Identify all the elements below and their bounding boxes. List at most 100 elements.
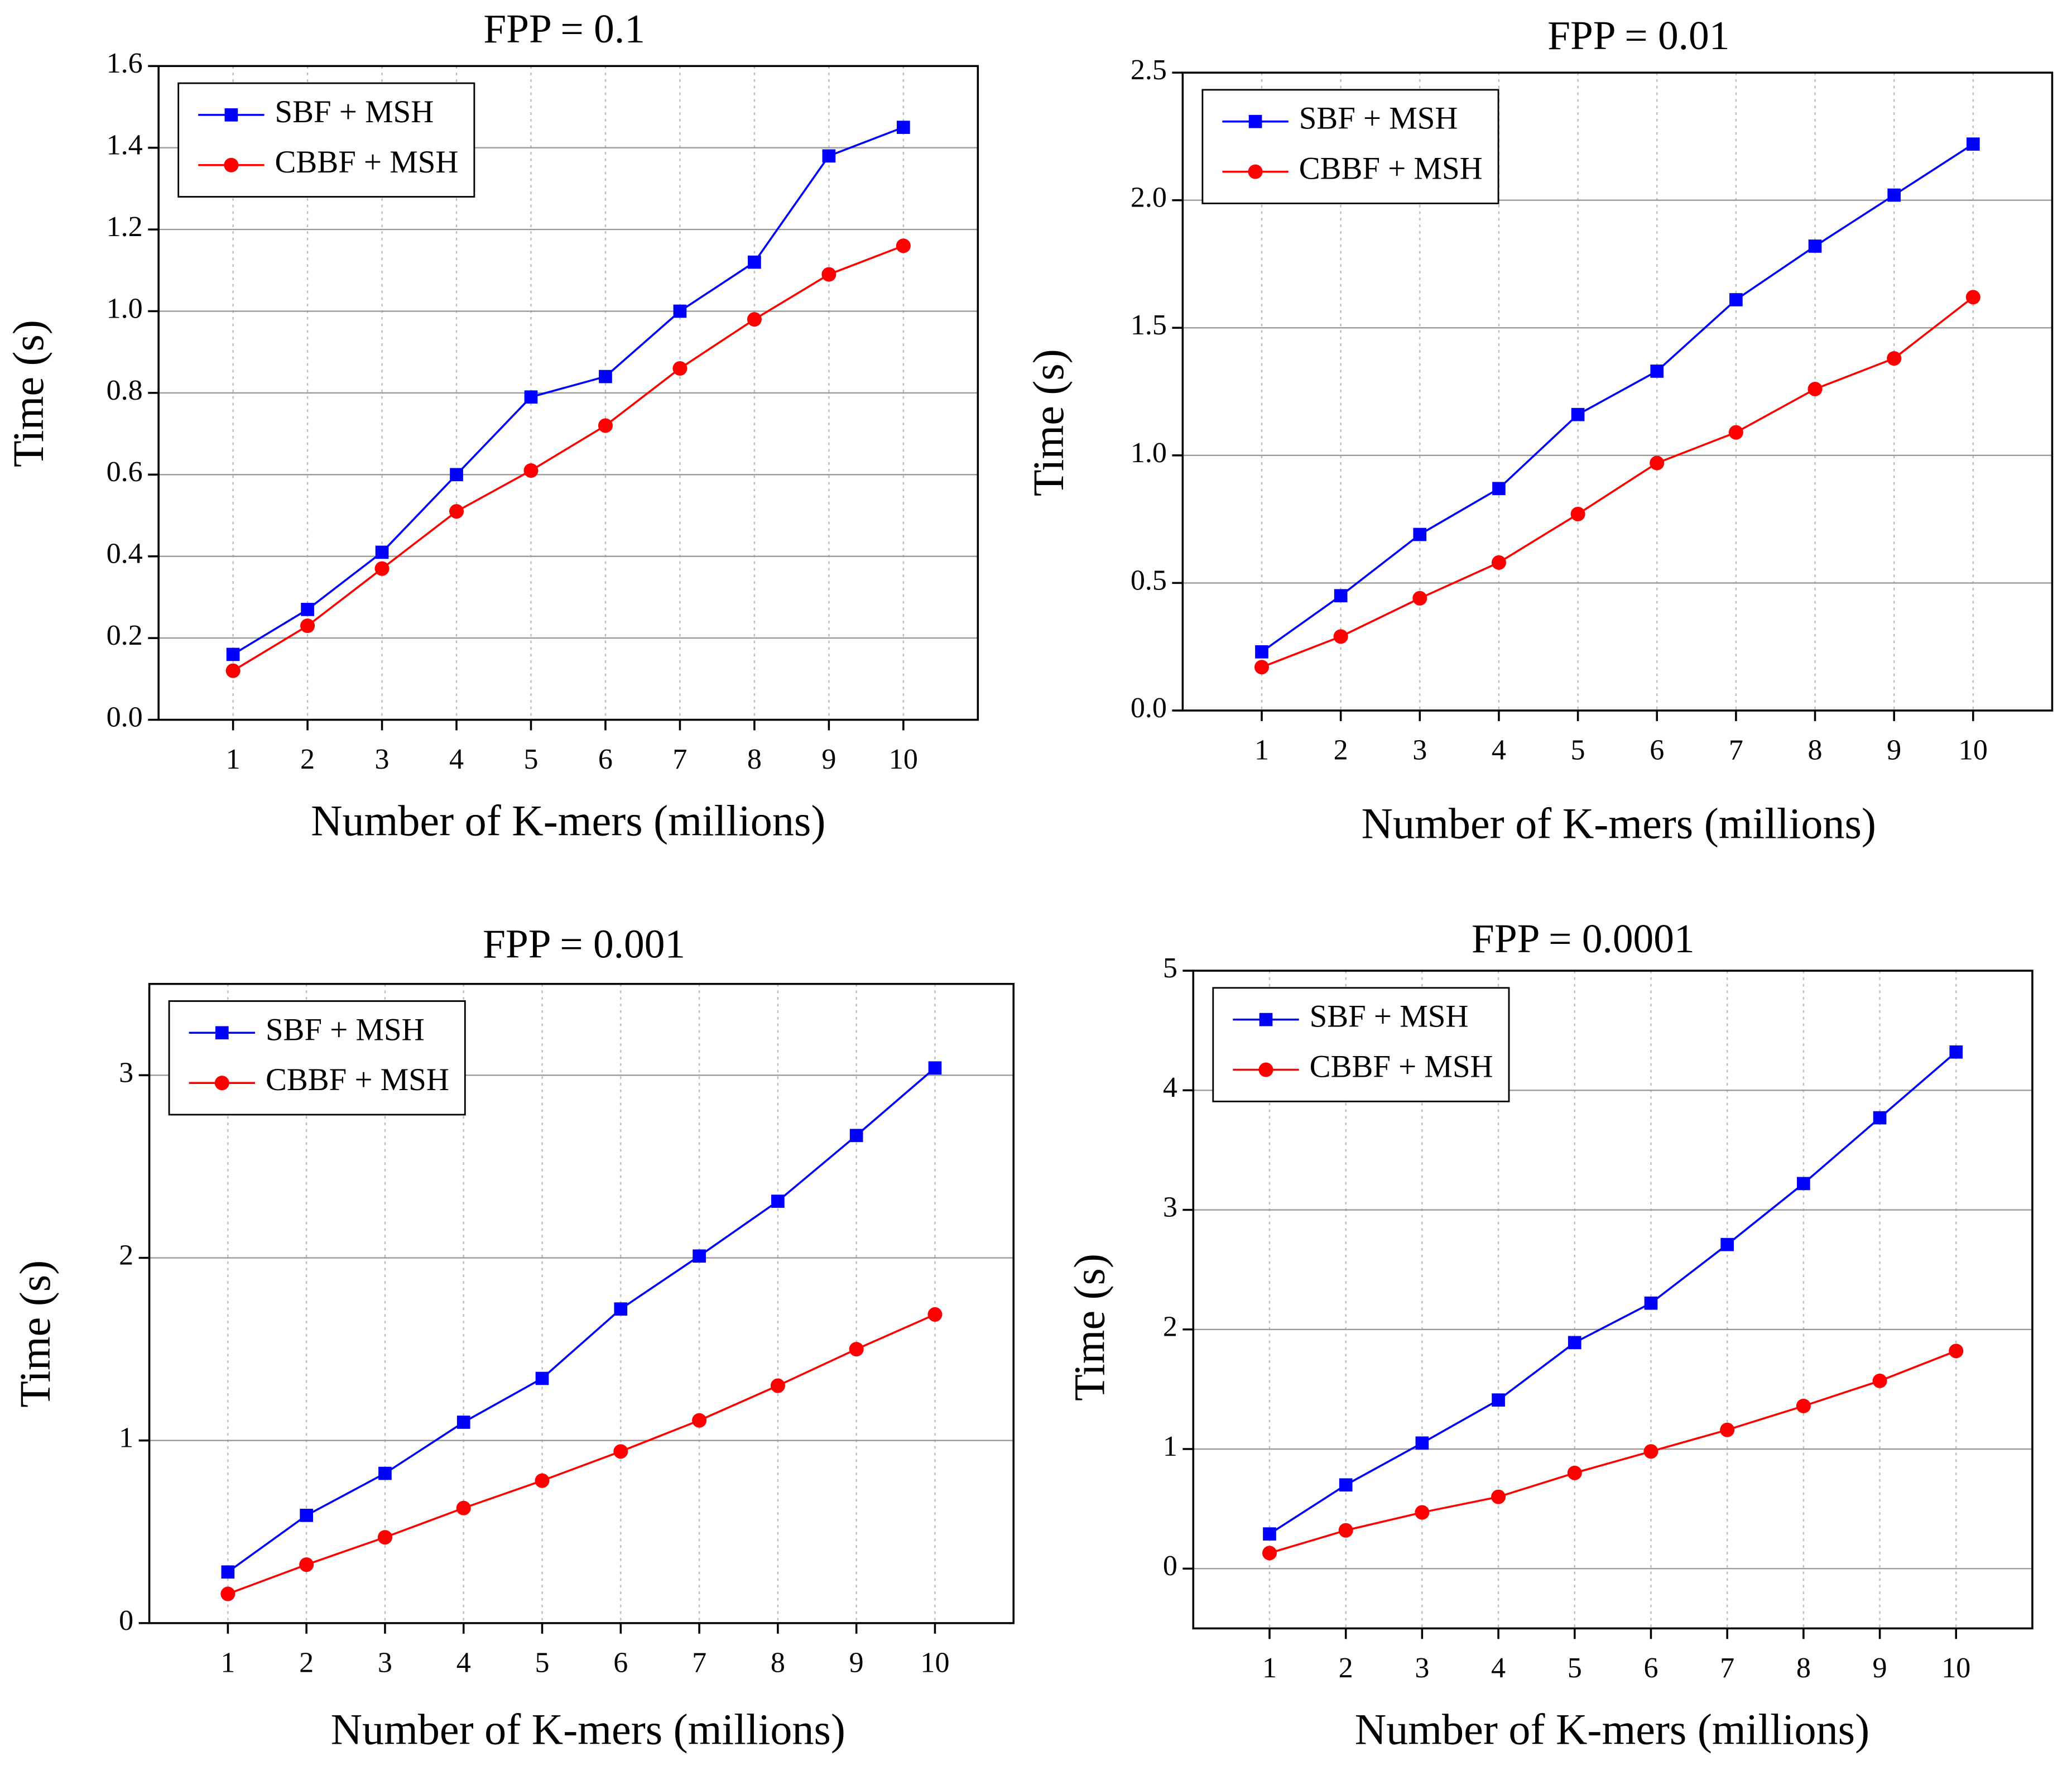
x-tick-label: 9 — [1887, 735, 1901, 766]
data-point — [822, 149, 836, 163]
y-tick-label: 4 — [1163, 1072, 1177, 1104]
x-tick-label: 6 — [598, 743, 613, 775]
legend-marker — [1248, 164, 1263, 179]
x-tick-label: 8 — [771, 1647, 785, 1679]
x-axis-label: Number of K-mers (millions) — [311, 797, 825, 845]
y-tick-label: 0.2 — [107, 620, 143, 651]
y-tick-label: 1 — [119, 1422, 133, 1454]
data-point — [928, 1061, 942, 1075]
y-tick-label: 5 — [1163, 952, 1177, 984]
data-point — [524, 390, 538, 404]
data-point — [1949, 1045, 1963, 1059]
data-point — [1415, 1436, 1429, 1450]
legend-label: CBBF + MSH — [266, 1062, 449, 1097]
data-point — [821, 267, 837, 282]
legend-label: CBBF + MSH — [1310, 1049, 1493, 1085]
x-tick-label: 4 — [449, 743, 464, 775]
data-point — [1808, 239, 1822, 253]
data-point — [1568, 1336, 1581, 1350]
legend-label: CBBF + MSH — [275, 145, 459, 180]
y-tick-label: 1.0 — [107, 292, 143, 324]
y-tick-label: 0 — [119, 1605, 133, 1637]
data-point — [692, 1413, 707, 1428]
data-point — [377, 1530, 392, 1545]
legend-label: CBBF + MSH — [1299, 151, 1483, 186]
y-tick-label: 3 — [119, 1057, 133, 1088]
data-point — [300, 1509, 313, 1522]
x-tick-label: 1 — [226, 743, 241, 775]
legend-marker — [1259, 1013, 1273, 1026]
data-point — [301, 603, 314, 616]
data-point — [747, 312, 762, 327]
data-point — [1339, 1478, 1353, 1492]
data-point — [1729, 293, 1743, 306]
legend-marker — [224, 108, 238, 122]
legend-box — [1212, 987, 1510, 1102]
data-point — [673, 304, 687, 318]
legend-box — [168, 1000, 466, 1116]
legend-box — [1201, 89, 1499, 204]
legend-marker — [224, 157, 239, 172]
y-tick-label: 0.5 — [1131, 564, 1167, 596]
data-point — [1966, 137, 1980, 151]
y-tick-label: 0.4 — [107, 538, 143, 570]
data-point — [1333, 629, 1348, 644]
y-tick-label: 0.0 — [1131, 692, 1167, 724]
data-point — [771, 1194, 785, 1208]
x-tick-label: 3 — [1412, 735, 1427, 766]
x-tick-label: 10 — [1941, 1652, 1970, 1684]
x-tick-label: 10 — [889, 743, 918, 775]
data-point — [449, 504, 464, 519]
y-axis-label: Time (s) — [1024, 349, 1073, 496]
chart-title: FPP = 0.0001 — [1472, 916, 1695, 961]
x-tick-label: 5 — [523, 743, 538, 775]
chart-panel: 1 2 3 4 5 6 7 8 9 10 0.0 0.2 0.4 0.6 0.8 1.0 1.2 1.4 1.6 SB… — [4, 6, 979, 845]
data-point — [1491, 1489, 1506, 1504]
data-point — [456, 1500, 471, 1515]
y-tick-label: 2.0 — [1131, 182, 1167, 214]
data-point — [1413, 527, 1427, 541]
data-point — [535, 1473, 550, 1488]
x-tick-label: 4 — [456, 1647, 471, 1679]
data-point — [523, 463, 539, 478]
legend-marker — [1258, 1062, 1273, 1077]
x-tick-label: 7 — [692, 1647, 706, 1679]
data-point — [1650, 364, 1664, 378]
x-tick-label: 8 — [1808, 735, 1823, 766]
data-point — [849, 1129, 863, 1143]
data-point — [374, 561, 390, 576]
y-tick-label: 2 — [1163, 1311, 1177, 1343]
y-tick-label: 2 — [119, 1239, 133, 1271]
x-tick-label: 5 — [1571, 735, 1585, 766]
data-point — [456, 1416, 470, 1429]
x-tick-label: 8 — [1796, 1652, 1811, 1684]
data-point — [1491, 555, 1506, 570]
data-point — [299, 1557, 314, 1572]
x-tick-label: 7 — [1729, 735, 1743, 766]
series-line — [1269, 1350, 1956, 1555]
data-point — [693, 1249, 706, 1263]
data-point — [1728, 425, 1743, 440]
data-point — [1254, 660, 1270, 675]
x-tick-label: 1 — [220, 1647, 235, 1679]
data-point — [927, 1307, 943, 1322]
data-point — [1643, 1444, 1658, 1459]
data-point — [300, 618, 315, 634]
y-tick-label: 2.5 — [1131, 54, 1167, 86]
legend: SBF + MSH CBBF + MSH — [177, 82, 475, 198]
x-axis-label: Number of K-mers (millions) — [1355, 1705, 1869, 1754]
legend-label: SBF + MSH — [1310, 999, 1469, 1034]
x-axis-label: Number of K-mers (millions) — [331, 1705, 845, 1754]
x-tick-label: 3 — [375, 743, 390, 775]
data-point — [1796, 1398, 1811, 1413]
series-line — [232, 244, 904, 672]
y-axis-label: Time (s) — [1065, 1254, 1114, 1401]
data-point — [1338, 1523, 1353, 1538]
x-tick-label: 3 — [1415, 1652, 1429, 1684]
x-tick-label: 7 — [1720, 1652, 1734, 1684]
data-point — [1949, 1344, 1964, 1359]
legend: SBF + MSH CBBF + MSH — [1201, 89, 1499, 204]
data-point — [1415, 1505, 1430, 1520]
data-point — [1873, 1111, 1887, 1125]
data-point — [1570, 506, 1585, 521]
